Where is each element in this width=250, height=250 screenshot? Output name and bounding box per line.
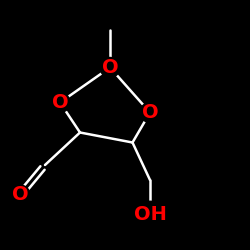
Circle shape	[140, 102, 160, 122]
Circle shape	[10, 185, 30, 205]
Circle shape	[50, 92, 70, 112]
Circle shape	[136, 201, 164, 229]
Text: O: O	[52, 93, 68, 112]
Text: O: O	[102, 58, 118, 77]
Text: O: O	[142, 103, 158, 122]
Text: O: O	[12, 186, 28, 204]
Text: OH: OH	[134, 206, 166, 225]
Circle shape	[100, 58, 120, 78]
